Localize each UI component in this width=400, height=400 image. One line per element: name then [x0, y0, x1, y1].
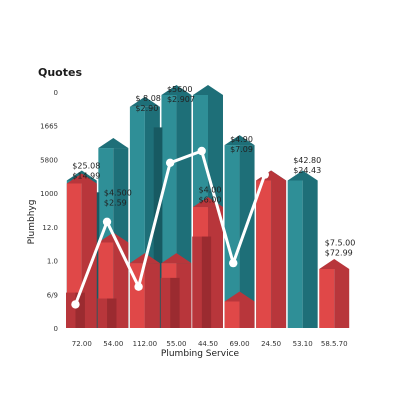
- bar-s3-4-cap: [161, 253, 192, 264]
- bar-s1-4-cap: [161, 84, 192, 95]
- bar-s3-4-right: [176, 263, 192, 328]
- y-tick-6: 1.0: [47, 258, 58, 266]
- bar-s3-1-cap: [66, 173, 97, 184]
- bar-s3-9-cap: [319, 259, 350, 269]
- bar-s1-6-right: [239, 145, 255, 328]
- value-label-3-2: $2.90: [135, 104, 158, 113]
- value-label-4-1: $5600: [167, 85, 192, 94]
- bar-s1-6-left: [224, 145, 240, 328]
- line-layer: [71, 146, 269, 309]
- x-tick-1: 72.00: [72, 340, 92, 348]
- bar-s4-5-left: [192, 236, 202, 328]
- y-axis-label: Plumbhyg: [27, 200, 37, 245]
- bar-s4-2-left: [97, 298, 108, 328]
- bar-s3-7-left: [256, 180, 272, 328]
- line-point-7: [260, 170, 269, 179]
- value-label-3-1: $ 8.08: [135, 94, 160, 103]
- x-axis-label: Plumbing Service: [161, 349, 240, 359]
- bar-s3-5-right: [208, 207, 223, 328]
- bar-s3-1-right: [81, 183, 97, 328]
- bar-s1-8-left: [287, 180, 303, 328]
- chart-title: Quotes: [38, 66, 82, 79]
- bar-s3-2-right: [113, 242, 129, 328]
- value-label-5-1: $4.00: [199, 185, 222, 194]
- value-label-8-2: $72.99: [325, 248, 353, 257]
- y-tick-4: 1000: [40, 190, 58, 198]
- y-tick-1: 0: [54, 89, 58, 97]
- x-tick-8: 53.10: [293, 340, 313, 348]
- bar-s4-4-right: [170, 277, 180, 328]
- y-tick-3: 5800: [40, 156, 58, 164]
- bar-s3-6-right: [239, 301, 255, 328]
- bar-s3-9-left: [319, 269, 335, 328]
- x-tick-9: 58.5.70: [321, 340, 348, 348]
- bar-s2-3-left: [145, 127, 154, 329]
- bar-s1-8-right: [302, 180, 318, 328]
- bar-s3-7-cap: [256, 170, 287, 181]
- bar-s3-6-cap: [224, 291, 255, 302]
- value-label-6-1: $4.90: [230, 135, 253, 144]
- line-point-4: [165, 158, 175, 167]
- bar-s4-4-left: [160, 277, 171, 328]
- line-point-6: [229, 258, 238, 268]
- bar-s3-3-right: [144, 263, 160, 328]
- value-label-layer: $25.08$14.99$4.500$2.59$ 8.08$2.90$5600$…: [72, 85, 355, 257]
- value-label-5-2: $6.00: [199, 195, 222, 204]
- bar-s3-9-right: [334, 269, 350, 328]
- line-point-5: [197, 146, 206, 156]
- line-point-2: [102, 217, 112, 226]
- value-label-8-1: $7.5.00: [325, 238, 356, 247]
- bar-s2-3-right: [153, 127, 163, 329]
- value-label-2-2: $2.59: [104, 198, 127, 207]
- bar-s1-2-cap: [98, 138, 129, 149]
- x-tick-7: 24.50: [261, 340, 281, 348]
- y-tick-7: 6/9: [47, 291, 58, 299]
- tick-layer: 0 1665 5800 1000 12.0 1.0 6/9 0 72.00 54.00 112.00…: [40, 89, 347, 348]
- bar-s3-6-left: [224, 301, 240, 328]
- bar-layer: [66, 84, 350, 329]
- bar-s1-8-cap: [287, 170, 318, 181]
- bar-s1-6-cap: [224, 135, 255, 146]
- bar-s4-2-right: [107, 298, 117, 328]
- bar-s3-7-right: [271, 180, 287, 328]
- x-tick-6: 69.00: [230, 340, 250, 348]
- value-label-2-1: $4.500: [104, 188, 132, 197]
- value-label-7-2: $24.43: [293, 166, 321, 175]
- value-label-4-2: $2.907: [167, 95, 195, 104]
- bar-s3-1-left: [66, 183, 82, 328]
- y-tick-2: 1665: [40, 123, 58, 131]
- bar-s4-1-left: [66, 292, 76, 328]
- x-tick-3: 112.00: [133, 340, 158, 348]
- bar-s4-5-right: [201, 236, 212, 328]
- x-tick-5: 44.50: [198, 340, 218, 348]
- bar-s1-3-cap: [129, 96, 160, 107]
- line-point-1: [71, 300, 80, 309]
- value-label-6-2: $7.09: [230, 145, 253, 154]
- line-point-3: [134, 282, 143, 291]
- y-tick-8: 0: [54, 325, 58, 333]
- value-label-1-1: $25.08: [72, 162, 100, 171]
- x-tick-2: 54.00: [103, 340, 123, 348]
- y-tick-5: 12.0: [42, 224, 58, 232]
- value-label-1-2: $14.99: [72, 172, 100, 181]
- bar-s1-5-cap: [193, 84, 223, 95]
- x-tick-4: 55.00: [166, 340, 186, 348]
- value-label-7-1: $42.80: [293, 156, 321, 165]
- bar-s4-1-right: [75, 292, 85, 328]
